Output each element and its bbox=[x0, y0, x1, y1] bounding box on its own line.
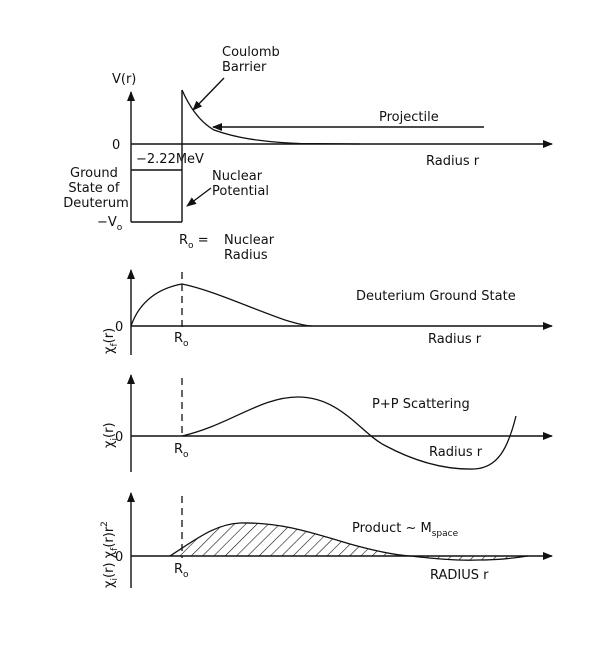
deuterium-r0-label: Ro bbox=[174, 331, 189, 349]
r0-label: Ro = bbox=[179, 233, 209, 251]
scattering-title: P+P Scattering bbox=[372, 397, 470, 412]
potential-x-axis-label: Radius r bbox=[426, 154, 480, 169]
product-x-axis-label: RADIUS r bbox=[430, 568, 489, 583]
ground-state-label: Ground State of Deuterum bbox=[63, 166, 129, 211]
product-panel: 0 Ro Product ~ Mspace RADIUS r χi(r) χf(… bbox=[100, 492, 553, 588]
product-r0-label: Ro bbox=[174, 562, 189, 580]
scattering-x-axis-label: Radius r bbox=[429, 445, 483, 460]
potential-y-axis-label: V(r) bbox=[112, 72, 136, 87]
deuterium-title: Deuterium Ground State bbox=[356, 289, 516, 304]
coulomb-barrier-label: Coulomb Barrier bbox=[222, 45, 284, 75]
scattering-zero-label: 0 bbox=[115, 430, 123, 445]
scattering-panel: 0 Ro P+P Scattering Radius r χi(r) bbox=[102, 374, 553, 472]
product-zero-label: 0 bbox=[115, 550, 123, 565]
coulomb-barrier-curve bbox=[181, 89, 361, 145]
potential-panel: V(r) 0 −2.22MeV Ground State of Deuterum… bbox=[63, 45, 553, 263]
scattering-y-label: χi(r) bbox=[102, 422, 120, 448]
nuclear-potential-pointer bbox=[186, 187, 212, 207]
product-title: Product ~ Mspace bbox=[352, 521, 459, 539]
product-curve bbox=[169, 522, 529, 561]
product-y-label: χi(r) χf(r)r2 bbox=[100, 521, 120, 588]
product-positive-area bbox=[170, 522, 410, 556]
scattering-wavefunction bbox=[181, 396, 517, 470]
coulomb-pointer bbox=[192, 77, 225, 111]
deuterium-wavefunction bbox=[130, 283, 313, 327]
deuterium-zero-label: 0 bbox=[115, 320, 123, 335]
nuclear-radius-label: Nuclear Radius bbox=[224, 233, 278, 263]
energy-label: −2.22MeV bbox=[136, 152, 204, 167]
projectile-label: Projectile bbox=[379, 110, 439, 125]
nuclear-potential-label: Nuclear Potential bbox=[212, 169, 269, 199]
deuterium-x-axis-label: Radius r bbox=[428, 332, 482, 347]
neg-v0-label: −Vo bbox=[97, 215, 123, 233]
potential-zero-label: 0 bbox=[112, 138, 120, 153]
deuterium-panel: 0 Ro Deuterium Ground State Radius r χf(… bbox=[102, 269, 553, 355]
scattering-r0-label: Ro bbox=[174, 442, 189, 460]
deuterium-y-label: χf(r) bbox=[102, 328, 120, 354]
